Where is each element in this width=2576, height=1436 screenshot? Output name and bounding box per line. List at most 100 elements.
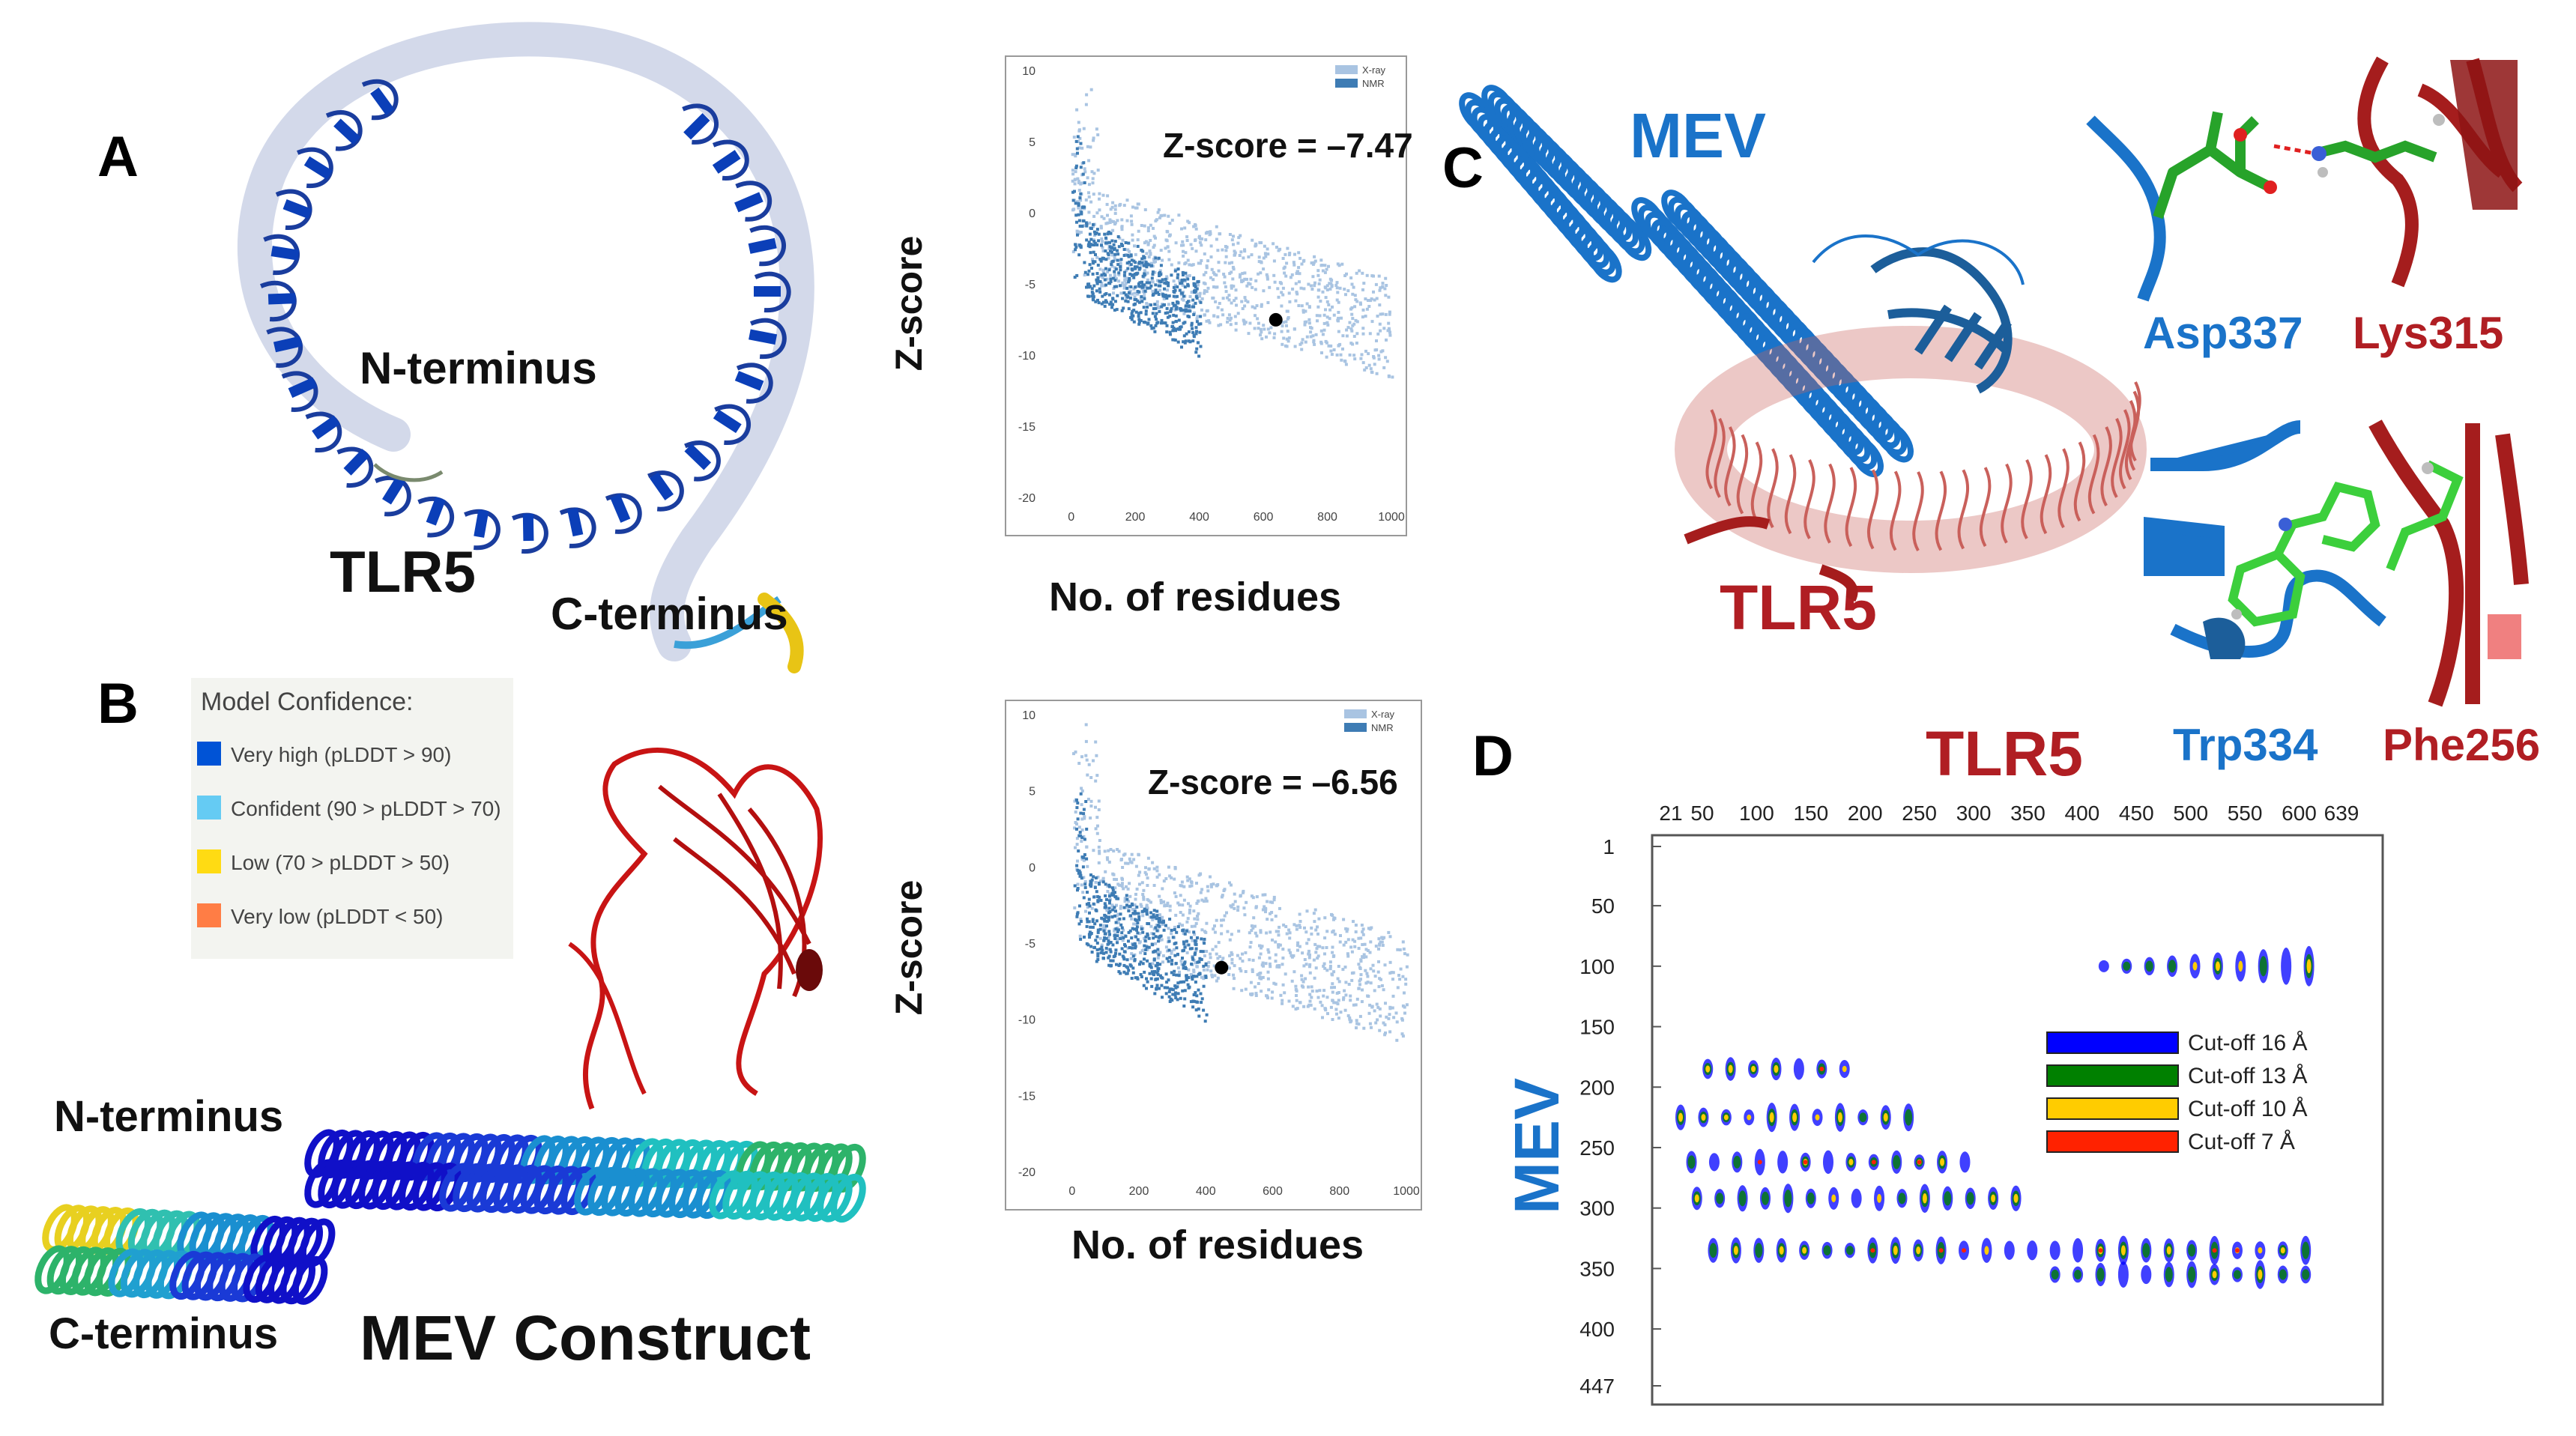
xray-point: [1321, 290, 1325, 294]
xray-point: [1391, 971, 1395, 975]
xray-point: [1225, 911, 1228, 915]
nmr-point: [1181, 270, 1185, 274]
nmr-point: [1171, 301, 1175, 305]
nmr-point: [1119, 937, 1122, 940]
nmr-point: [1112, 894, 1116, 897]
xray-point: [1188, 904, 1192, 908]
xray-point: [1303, 321, 1307, 324]
contact-16: [1822, 1150, 1833, 1175]
xray-point: [1402, 947, 1406, 951]
xray-point: [1085, 845, 1089, 849]
xray-point: [1315, 314, 1319, 318]
xray-point: [1098, 839, 1101, 842]
nmr-point: [1074, 166, 1078, 170]
nmr-point: [1157, 967, 1161, 971]
nmr-point: [1168, 1000, 1172, 1003]
xray-point: [1091, 177, 1095, 181]
xray-point: [1095, 774, 1099, 778]
zplot-b-frame: [1005, 700, 1422, 1211]
xray-point: [1256, 317, 1260, 321]
xray-point: [1286, 246, 1289, 250]
xray-point: [1373, 989, 1376, 993]
xray-point: [1391, 1006, 1394, 1010]
xray-point: [1341, 334, 1345, 338]
nmr-point: [1130, 936, 1134, 940]
nmr-point: [1096, 264, 1100, 267]
xray-point: [1230, 951, 1233, 954]
nmr-point: [1128, 276, 1131, 280]
xray-point: [1401, 975, 1405, 978]
xray-point: [1273, 280, 1277, 284]
xray-point: [1183, 226, 1187, 230]
nmr-point: [1095, 942, 1099, 945]
nmr-point: [1113, 252, 1117, 256]
nmr-point: [1140, 280, 1143, 284]
zplot-a-legend-xray-swatch: [1335, 65, 1358, 74]
nmr-point: [1177, 318, 1181, 322]
nmr-point: [1167, 978, 1170, 982]
zplot-x-tick: 0: [1068, 511, 1074, 524]
xray-point: [1364, 366, 1368, 369]
xray-point: [1239, 894, 1242, 897]
xray-point: [1100, 284, 1104, 288]
nmr-point: [1139, 311, 1143, 315]
nmr-point: [1157, 284, 1161, 288]
xray-point: [1186, 307, 1190, 311]
xray-point: [1301, 309, 1305, 312]
xray-point: [1113, 275, 1117, 279]
nmr-point: [1203, 942, 1206, 945]
contact-10: [1893, 1245, 1898, 1255]
nmr-point: [1172, 290, 1176, 293]
xray-point: [1106, 213, 1109, 217]
xray-point: [1310, 261, 1313, 264]
xray-point: [1282, 336, 1286, 340]
xray-point: [1398, 948, 1402, 951]
xray-point: [1302, 287, 1306, 291]
nmr-point: [1158, 272, 1161, 276]
nmr-point: [1089, 873, 1092, 876]
xray-point: [1116, 921, 1120, 924]
nmr-point: [1138, 963, 1141, 966]
coil-loop: [712, 139, 749, 181]
coil-loop: [375, 475, 411, 517]
xray-point: [1212, 270, 1215, 274]
nmr-point: [1128, 296, 1132, 300]
nmr-point: [1160, 984, 1164, 987]
nmr-point: [1129, 316, 1133, 319]
contact-16: [2027, 1240, 2038, 1261]
nmr-point: [1119, 258, 1123, 261]
xray-point: [1227, 313, 1231, 317]
tlr5-loop: [2058, 448, 2069, 529]
zplot-x-tick: 600: [1254, 511, 1274, 524]
xray-point: [1217, 261, 1221, 264]
nmr-point: [1085, 285, 1088, 289]
xray-point: [1123, 279, 1127, 282]
nmr-point: [1159, 934, 1163, 938]
xray-point: [1208, 321, 1212, 324]
contact-13: [1905, 1109, 1913, 1126]
xray-point: [1357, 936, 1361, 940]
xray-point: [1259, 929, 1263, 933]
xray-point: [1211, 975, 1215, 978]
nmr-point: [1180, 291, 1184, 295]
nmr-point: [1122, 936, 1125, 939]
nmr-point: [1149, 324, 1153, 327]
nmr-point: [1127, 307, 1131, 311]
xray-point: [1267, 951, 1271, 954]
contact-10: [1733, 1246, 1738, 1255]
nmr-point: [1183, 932, 1187, 936]
nmr-point: [1096, 895, 1100, 898]
xray-point: [1072, 207, 1076, 211]
xray-point: [1200, 259, 1203, 262]
nmr-point: [1164, 972, 1168, 976]
xray-point: [1124, 282, 1128, 285]
xray-point: [1224, 249, 1228, 252]
nmr-point: [1190, 324, 1194, 327]
xray-point: [1233, 977, 1236, 981]
nmr-point: [1161, 976, 1164, 980]
xray-point: [1213, 924, 1216, 928]
xray-point: [1324, 1008, 1328, 1012]
xray-point: [1086, 176, 1089, 180]
confidence-label-confident: Confident (90 > pLDDT > 70): [231, 797, 501, 820]
xray-point: [1133, 291, 1137, 295]
